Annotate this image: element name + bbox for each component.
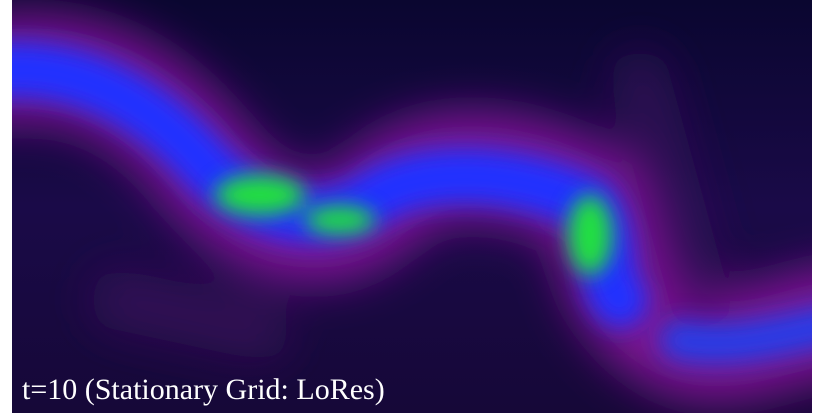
caption: t=10 (Stationary Grid: LoRes) [22,373,385,407]
simulation-image [0,0,825,413]
screenshot: t=10 (Stationary Grid: LoRes) [0,0,825,413]
